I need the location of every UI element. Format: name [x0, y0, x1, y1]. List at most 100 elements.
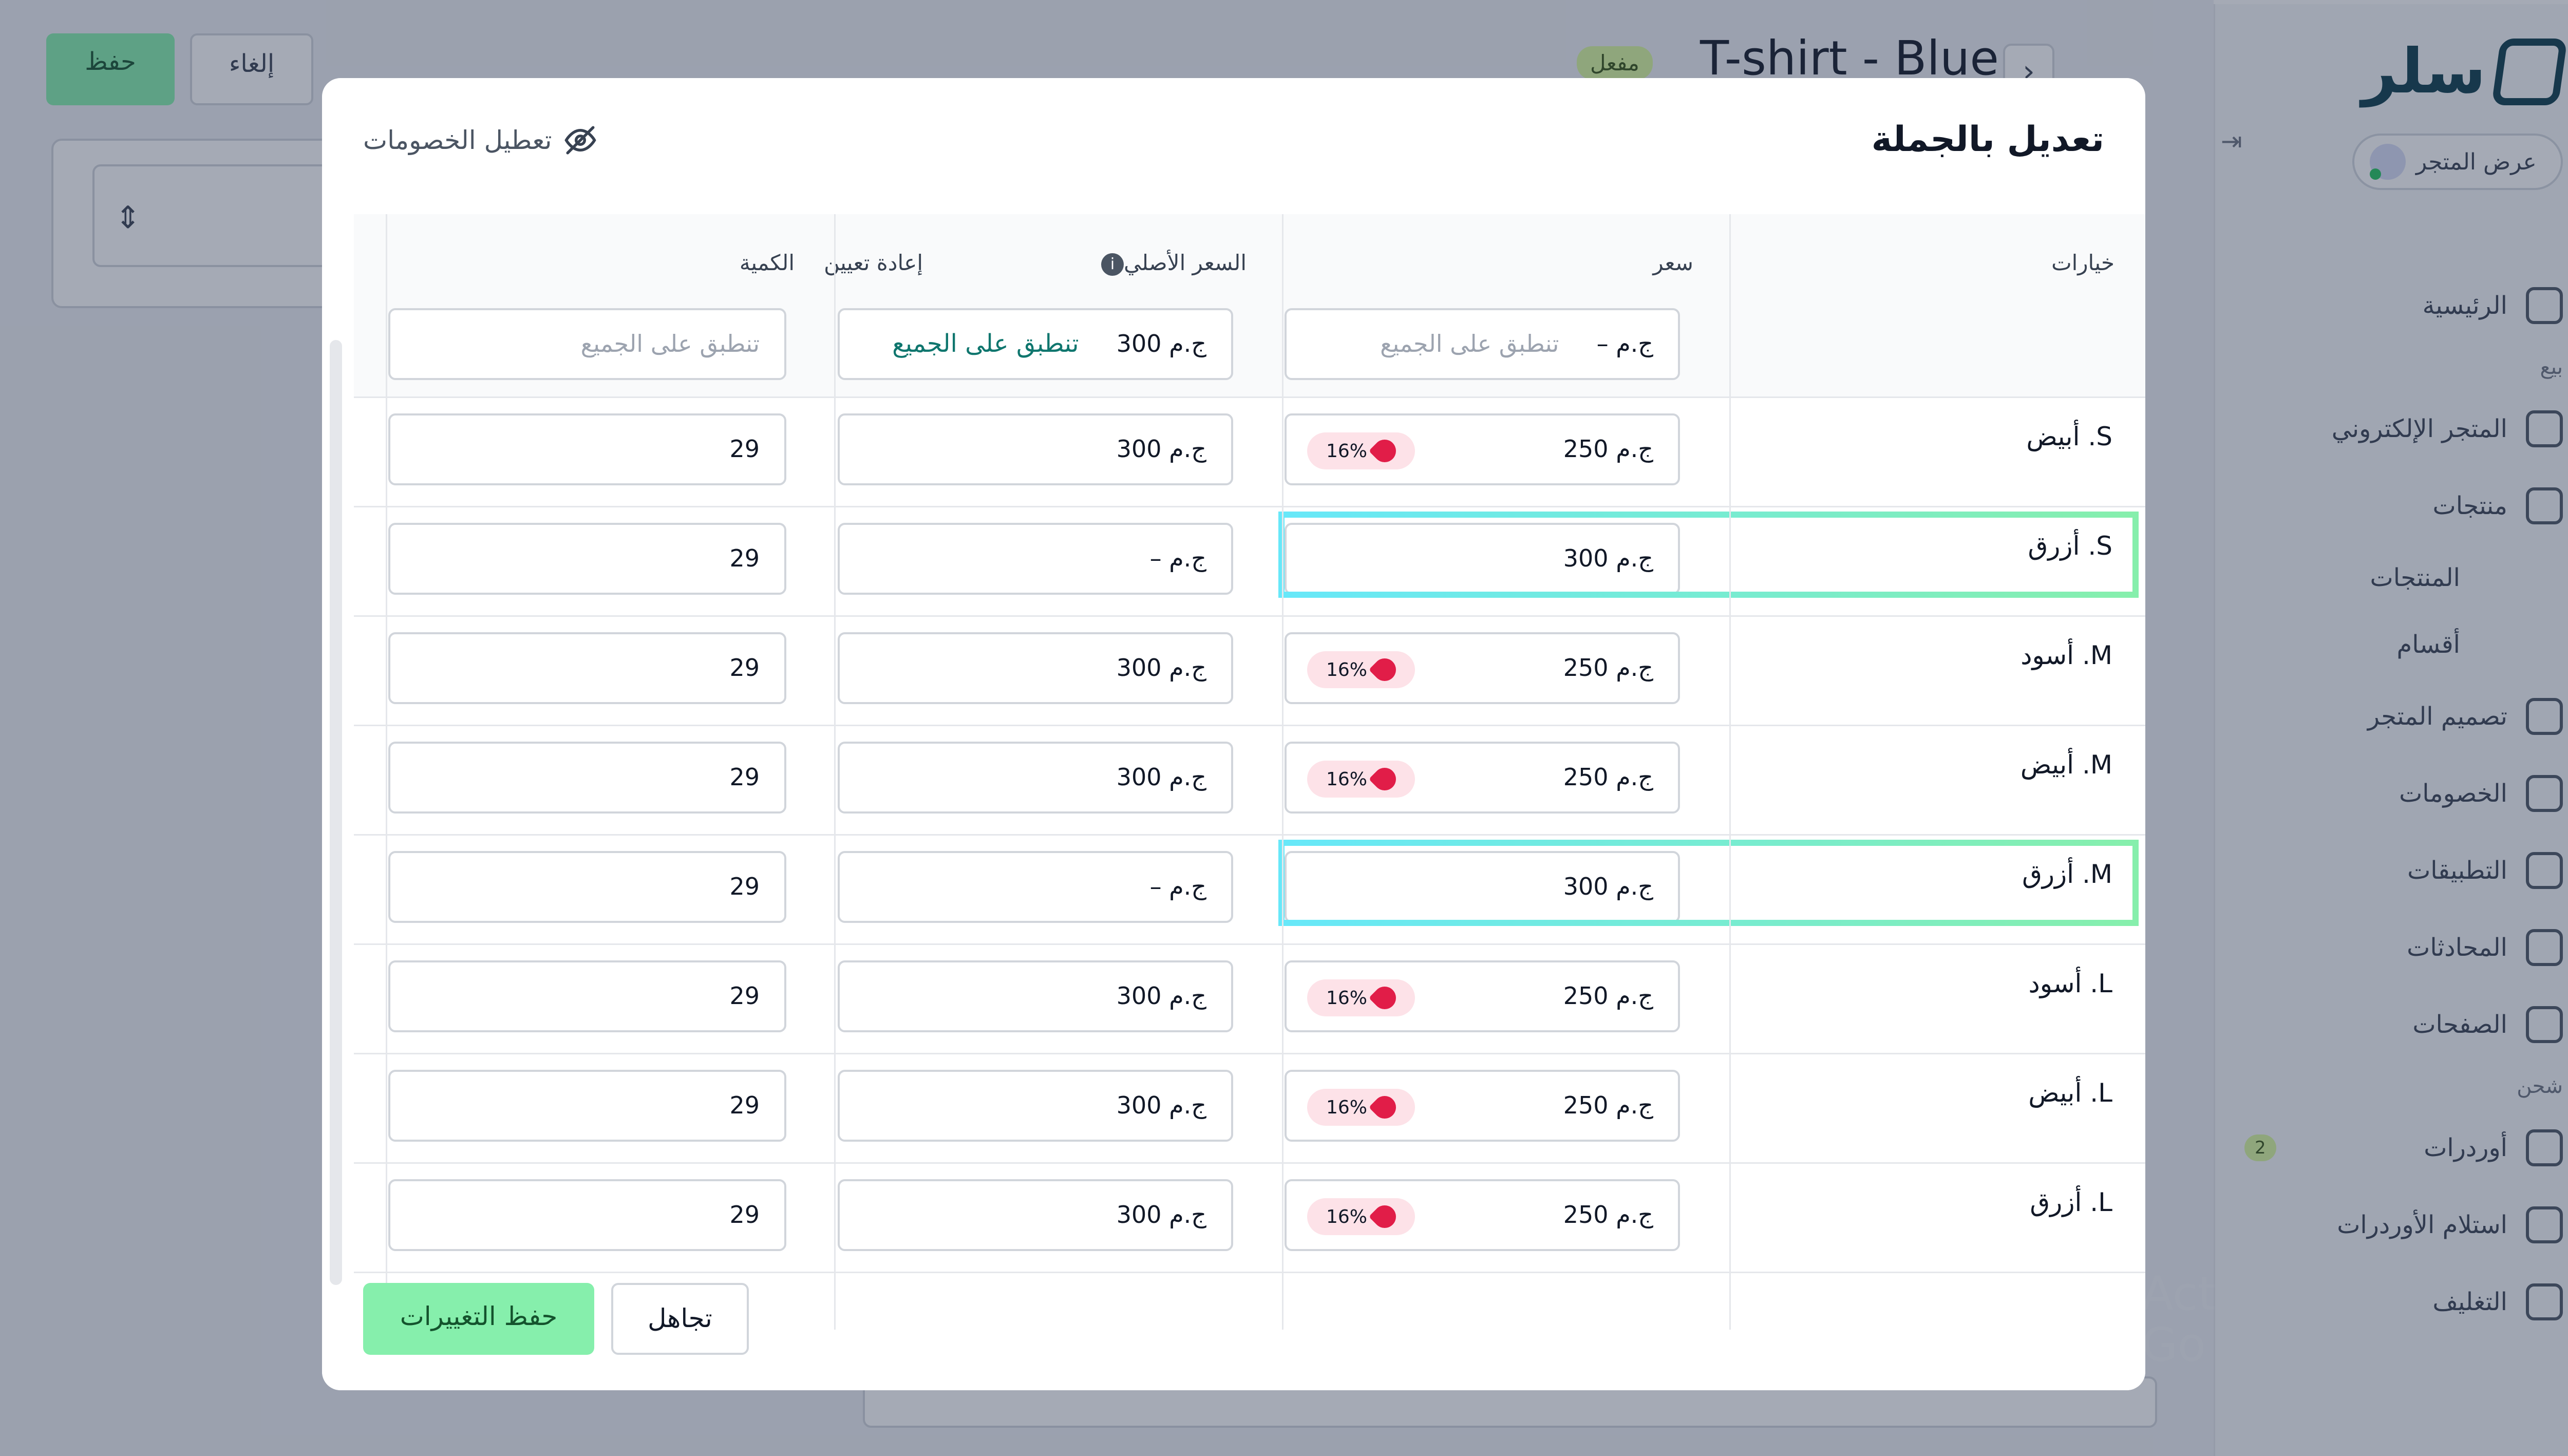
tag-icon	[2526, 487, 2563, 524]
row-highlight	[1278, 512, 2139, 598]
original-price-apply-all-value: ج.م 300	[1116, 330, 1206, 357]
price-value: ج.م 250	[1563, 435, 1653, 463]
save-changes-button[interactable]: حفظ التغييرات	[363, 1283, 594, 1355]
quantity-value: 29	[729, 1201, 760, 1228]
sidebar-item-label: استلام الأوردرات	[2337, 1211, 2507, 1239]
price-input[interactable]: ج.م 250 16%	[1285, 413, 1680, 485]
price-input[interactable]: ج.م 250 16%	[1285, 1179, 1680, 1251]
table-row: L. أزرق ج.م 250 16% ج.م 300 29	[354, 1164, 2145, 1273]
view-store-button[interactable]: عرض المتجر	[2352, 134, 2563, 190]
store-avatar	[2370, 144, 2406, 180]
discount-badge: 16%	[1307, 651, 1415, 688]
price-input[interactable]: ج.م 250 16%	[1285, 1070, 1680, 1142]
sidebar-item[interactable]: تصميم المتجر	[2244, 678, 2563, 755]
bulk-edit-modal: تعديل بالجملة تعطيل الخصومات خيارات سعر …	[322, 78, 2145, 1390]
sidebar-item[interactable]: المتجر الإلكتروني	[2244, 390, 2563, 467]
original-price-input[interactable]: ج.م 300	[838, 632, 1233, 704]
watermark-line-1: Act	[2142, 1267, 2216, 1321]
quantity-input[interactable]: 29	[388, 851, 786, 923]
variant-option-label: M. أسود	[2021, 640, 2112, 670]
quantity-value: 29	[729, 1091, 760, 1119]
sidebar-item[interactable]: الخصومات	[2244, 755, 2563, 832]
view-store-label: عرض المتجر	[2416, 148, 2537, 175]
original-price-value: ج.م –	[1149, 873, 1206, 900]
discount-percent: 16%	[1326, 440, 1367, 462]
quantity-input[interactable]: 29	[388, 960, 786, 1032]
price-input[interactable]: ج.م 250 16%	[1285, 632, 1680, 704]
top-cancel-button[interactable]: إلغاء	[190, 33, 313, 105]
original-price-apply-all-link[interactable]: تنطبق على الجميع	[892, 329, 1079, 358]
original-price-value: ج.م –	[1149, 544, 1206, 572]
original-price-input[interactable]: ج.م 300	[838, 413, 1233, 485]
quantity-input[interactable]: 29	[388, 1070, 786, 1142]
quantity-input[interactable]: 29	[388, 523, 786, 595]
price-value: ج.م 250	[1563, 654, 1653, 682]
tag-icon	[1368, 763, 1401, 796]
sidebar-item[interactable]: المحادثات	[2244, 909, 2563, 986]
price-input[interactable]: ج.م 250 16%	[1285, 960, 1680, 1032]
sidebar-item-label: الرئيسية	[2422, 291, 2507, 320]
reset-button[interactable]: إعادة تعيين	[824, 250, 923, 275]
table-row: M. أزرق ج.م 300 ج.م –29	[354, 836, 2145, 945]
quantity-value: 29	[729, 982, 760, 1010]
sidebar-item[interactable]: التغليف	[2244, 1263, 2563, 1340]
variant-option-label: L. أسود	[2028, 969, 2112, 998]
table-row: L. أبيض ج.م 250 16% ج.م 300 29	[354, 1054, 2145, 1164]
logo: سلر	[2362, 36, 2568, 107]
original-price-input[interactable]: ج.م 300	[838, 960, 1233, 1032]
sidebar-item[interactable]: التطبيقات	[2244, 832, 2563, 909]
sidebar-item[interactable]: استلام الأوردرات	[2244, 1186, 2563, 1263]
original-price-input[interactable]: ج.م –	[838, 523, 1233, 595]
quantity-value: 29	[729, 544, 760, 572]
discount-badge: 16%	[1307, 979, 1415, 1016]
palette-icon	[2526, 698, 2563, 735]
variant-option-label: L. أزرق	[2030, 1187, 2112, 1217]
sidebar-item-label: التطبيقات	[2407, 856, 2507, 885]
quantity-input[interactable]: 29	[388, 413, 786, 485]
original-price-input[interactable]: ج.م 300	[838, 1179, 1233, 1251]
price-value: ج.م 250	[1563, 763, 1653, 791]
original-price-input[interactable]: ج.م –	[838, 851, 1233, 923]
sidebar-item[interactable]: الرئيسية	[2244, 267, 2563, 344]
collapse-sidebar-icon[interactable]: ⇥	[2221, 126, 2242, 156]
logo-text: سلر	[2362, 36, 2486, 107]
discount-icon	[2526, 775, 2563, 812]
variant-option-label: S. أبيض	[2026, 422, 2112, 451]
price-column-header: سعر	[1653, 250, 1693, 275]
sidebar-item-label: تصميم المتجر	[2367, 702, 2507, 731]
ignore-button[interactable]: تجاهل	[611, 1283, 749, 1355]
quantity-value: 29	[729, 435, 760, 463]
discount-percent: 16%	[1326, 768, 1367, 790]
original-price-apply-all-input[interactable]: ج.م 300 تنطبق على الجميع	[838, 308, 1233, 380]
sidebar-item-label: الخصومات	[2399, 779, 2507, 808]
disable-discounts-button[interactable]: تعطيل الخصومات	[363, 123, 597, 157]
product-title: T-shirt - Blue	[1700, 31, 1999, 86]
package-icon	[2526, 1283, 2563, 1320]
sidebar-subitem[interactable]: أقسام	[2396, 630, 2460, 659]
original-price-apply-all-content: ج.م 300 تنطبق على الجميع	[892, 310, 1206, 377]
quantity-column-header: الكمية	[739, 250, 795, 275]
column-separator	[386, 214, 387, 1330]
sidebar-top-line	[2214, 0, 2568, 4]
sidebar-nav: الرئيسية بيع المتجر الإلكتروني منتجات المنتج…	[2244, 267, 2563, 1340]
price-apply-all-input[interactable]: ج.م – تنطبق على الجميع	[1285, 308, 1680, 380]
sidebar-item[interactable]: منتجات	[2244, 467, 2563, 544]
quantity-input[interactable]: 29	[388, 632, 786, 704]
quantity-input[interactable]: 29	[388, 742, 786, 814]
price-input[interactable]: ج.م 250 16%	[1285, 742, 1680, 814]
price-apply-all-dash: –	[1596, 330, 1609, 357]
sidebar-subitem[interactable]: المنتجات	[2370, 563, 2460, 592]
table-scrollbar[interactable]	[330, 340, 342, 1285]
quantity-input[interactable]: 29	[388, 1179, 786, 1251]
table-row: S. أزرق ج.م 300 ج.م –29	[354, 507, 2145, 617]
original-price-input[interactable]: ج.م 300	[838, 742, 1233, 814]
top-save-button[interactable]: حفظ	[46, 33, 175, 105]
tag-icon	[1368, 653, 1401, 686]
info-icon[interactable]: i	[1101, 253, 1124, 276]
sidebar-item[interactable]: أوردرات 2	[2244, 1109, 2563, 1186]
original-price-input[interactable]: ج.م 300	[838, 1070, 1233, 1142]
quantity-apply-all-input[interactable]: تنطبق على الجميع	[388, 308, 786, 380]
table-row: L. أسود ج.م 250 16% ج.م 300 29	[354, 945, 2145, 1054]
sidebar-section-label: شحن	[2517, 1074, 2563, 1098]
sidebar-item[interactable]: الصفحات	[2244, 986, 2563, 1063]
